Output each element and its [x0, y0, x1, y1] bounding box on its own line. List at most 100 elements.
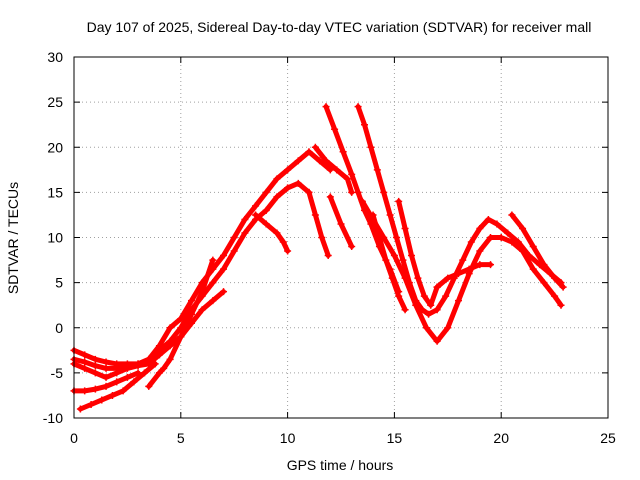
- x-tick-label: 0: [70, 430, 78, 446]
- series-line: [306, 189, 331, 258]
- series-track-7: [252, 211, 292, 255]
- y-tick-label: 10: [47, 230, 63, 246]
- data-point: [399, 256, 407, 264]
- series-track-14: [369, 211, 409, 314]
- data-point: [87, 400, 95, 408]
- data-point: [113, 378, 121, 386]
- data-point: [401, 306, 409, 314]
- data-point: [551, 292, 559, 300]
- data-point: [166, 355, 174, 363]
- data-point: [284, 247, 292, 255]
- series-line: [370, 212, 408, 313]
- data-point: [414, 274, 422, 282]
- data-point: [339, 148, 347, 156]
- data-point: [331, 125, 339, 133]
- series-track-11: [326, 193, 356, 251]
- chart-title: Day 107 of 2025, Sidereal Day-to-day VTE…: [87, 19, 592, 35]
- data-point: [476, 261, 484, 269]
- data-point: [102, 358, 110, 366]
- data-point: [326, 193, 334, 201]
- data-point: [459, 256, 467, 264]
- data-point: [529, 243, 537, 251]
- data-point: [262, 220, 270, 228]
- data-point: [484, 215, 492, 223]
- data-point: [305, 188, 313, 196]
- series-track-17: [508, 211, 567, 291]
- data-point: [395, 292, 403, 300]
- series-track-4: [70, 369, 142, 395]
- data-point: [279, 238, 287, 246]
- x-tick-label: 15: [387, 430, 403, 446]
- data-point: [91, 362, 99, 370]
- data-point: [487, 234, 495, 241]
- data-point: [81, 387, 89, 395]
- data-point: [98, 396, 106, 404]
- data-point: [386, 211, 394, 219]
- series-track-12: [354, 103, 565, 318]
- data-point: [102, 364, 110, 372]
- data-point: [81, 358, 89, 366]
- data-point: [388, 274, 396, 282]
- data-point: [187, 297, 195, 305]
- data-point: [311, 211, 319, 219]
- data-point: [108, 391, 116, 399]
- data-point: [393, 234, 401, 241]
- data-point: [442, 292, 450, 300]
- data-point: [401, 274, 409, 282]
- data-point: [427, 301, 435, 309]
- series-line: [355, 104, 564, 317]
- data-point: [318, 234, 326, 241]
- series-track-8: [305, 188, 332, 260]
- data-point: [454, 297, 462, 305]
- data-point: [140, 369, 148, 377]
- data-point: [433, 283, 441, 291]
- data-point: [119, 387, 127, 395]
- data-point: [367, 143, 375, 151]
- data-point: [354, 188, 362, 196]
- data-point: [433, 337, 441, 345]
- data-point: [322, 103, 330, 111]
- data-point: [348, 170, 356, 178]
- data-point: [551, 274, 559, 282]
- series-track-9: [311, 143, 356, 196]
- data-point: [230, 247, 238, 255]
- data-point: [151, 360, 159, 368]
- data-point: [465, 265, 473, 273]
- data-point: [81, 364, 89, 372]
- data-point: [454, 270, 462, 278]
- data-point: [284, 166, 292, 174]
- data-point: [294, 157, 302, 165]
- y-tick-label: -5: [51, 365, 64, 381]
- data-point: [81, 351, 89, 359]
- data-point: [294, 179, 302, 187]
- data-point: [241, 229, 249, 237]
- data-point: [76, 405, 84, 413]
- data-point: [155, 351, 163, 359]
- data-point: [209, 256, 217, 264]
- series-track-13: [358, 197, 565, 345]
- data-point: [123, 373, 131, 381]
- y-tick-label: 5: [55, 275, 63, 291]
- data-point: [557, 301, 565, 309]
- data-point: [324, 252, 332, 260]
- data-point: [209, 297, 217, 305]
- x-tick-label: 25: [600, 430, 616, 446]
- data-point: [395, 197, 403, 205]
- data-point: [487, 261, 495, 269]
- data-point: [273, 193, 281, 201]
- data-point: [337, 220, 345, 228]
- data-point: [130, 378, 138, 386]
- series-group: [70, 103, 567, 413]
- data-point: [559, 283, 567, 291]
- series-line: [509, 212, 566, 290]
- data-point: [262, 206, 270, 214]
- data-point: [113, 369, 121, 377]
- data-point: [497, 234, 505, 241]
- data-point: [241, 215, 249, 223]
- y-tick-label: 20: [47, 139, 63, 155]
- data-point: [123, 364, 131, 372]
- data-point: [311, 143, 319, 151]
- data-point: [382, 256, 390, 264]
